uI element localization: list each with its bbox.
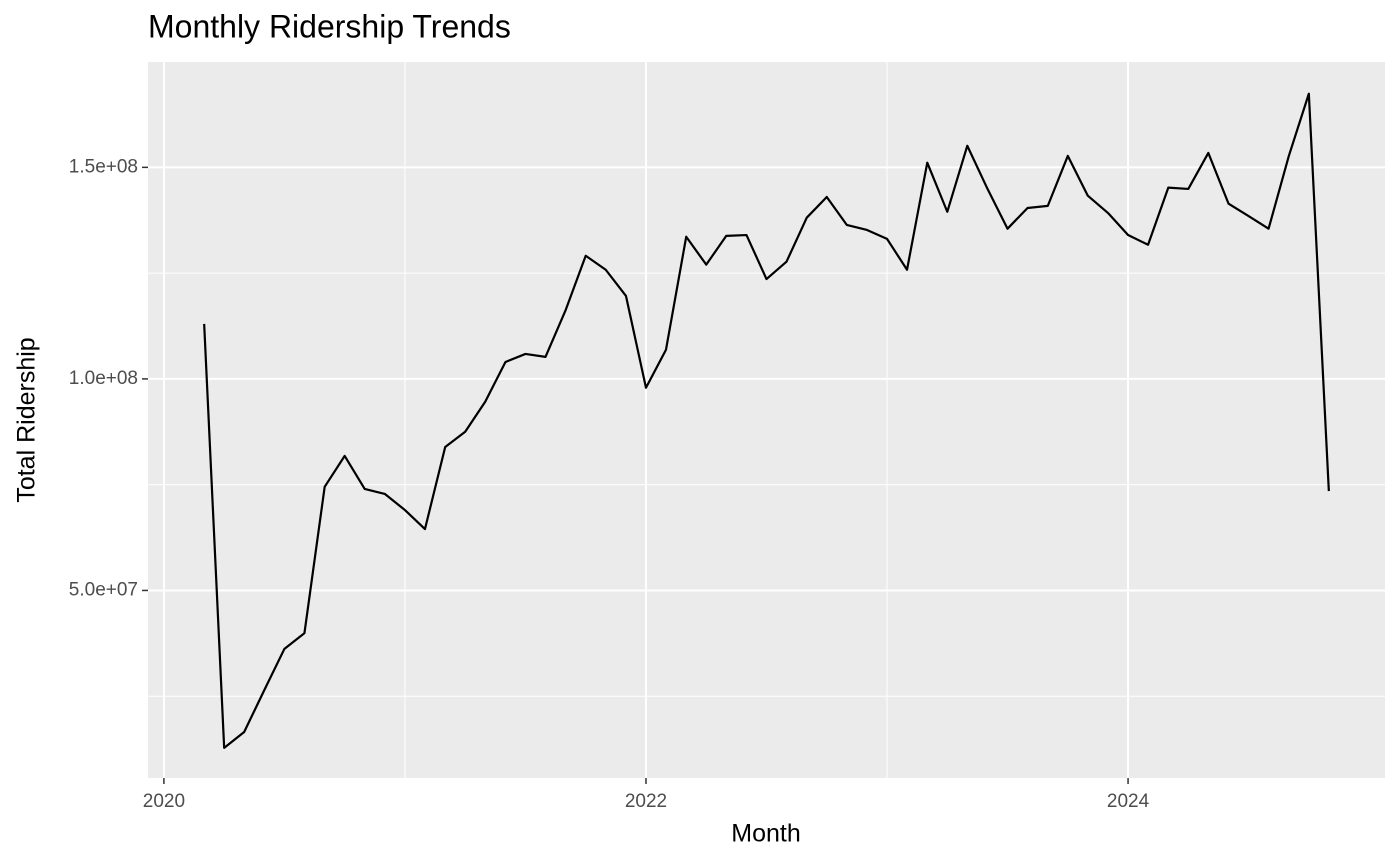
data-line xyxy=(203,92,1330,749)
x-tick-label: 2024 xyxy=(1107,791,1150,812)
y-tick-label: 1.5e+08 xyxy=(69,156,138,177)
x-tick-label: 2022 xyxy=(625,791,667,812)
x-axis-title: Month xyxy=(731,820,800,848)
y-axis-title: Total Ridership xyxy=(13,337,41,502)
chart-title: Monthly Ridership Trends xyxy=(148,8,511,44)
panel xyxy=(148,62,1385,778)
y-tick-label: 5.0e+07 xyxy=(69,579,138,600)
x-tick-label: 2020 xyxy=(143,791,185,812)
y-tick-label: 1.0e+08 xyxy=(69,368,138,389)
